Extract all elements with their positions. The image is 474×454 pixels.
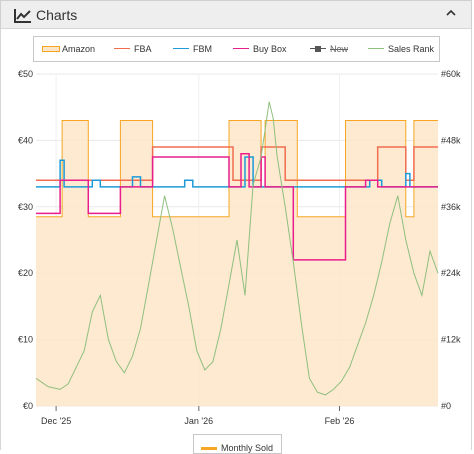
- monthly-sold-label: Monthly Sold: [221, 443, 274, 453]
- panel-title: Charts: [36, 7, 78, 23]
- y-left-tick-label: €0: [23, 401, 33, 411]
- monthly-sold-swatch: [201, 447, 217, 450]
- y-right-tick-label: #0: [441, 401, 451, 411]
- square-marker-icon: [315, 46, 321, 52]
- y-left-tick-label: €40: [18, 135, 33, 145]
- x-tick-label: Dec '25: [41, 416, 71, 426]
- y-right-tick-label: #12k: [441, 335, 461, 345]
- chevron-up-icon[interactable]: [445, 7, 457, 19]
- monthly-sold-legend[interactable]: Monthly Sold: [193, 434, 282, 454]
- charts-panel-header[interactable]: Charts: [0, 0, 472, 29]
- x-tick-label: Jan '26: [184, 416, 213, 426]
- x-tick-label: Feb '26: [325, 416, 355, 426]
- line-chart-icon: [14, 9, 31, 23]
- y-right-tick-label: #24k: [441, 268, 461, 278]
- series-sales-rank-line: [35, 101, 439, 396]
- chart-panel-body: [0, 29, 472, 450]
- series-buy-box-line: [36, 152, 438, 261]
- y-left-tick-label: €50: [18, 69, 33, 79]
- y-left-tick-label: €20: [18, 268, 33, 278]
- y-left-tick-label: €10: [18, 335, 33, 345]
- chart-legend: Amazon FBA FBM Buy Box New Sales Rank: [33, 36, 440, 62]
- y-left-tick-label: €30: [18, 202, 33, 212]
- series-amazon-area: [36, 120, 438, 406]
- price-history-chart[interactable]: €0 €10 €20 €30 €40 €50 #0 #12k #24k #36k #48k #60k D…: [0, 62, 474, 434]
- y-right-tick-label: #48k: [441, 135, 461, 145]
- y-right-tick-label: #60k: [441, 69, 461, 79]
- y-right-tick-label: #36k: [441, 202, 461, 212]
